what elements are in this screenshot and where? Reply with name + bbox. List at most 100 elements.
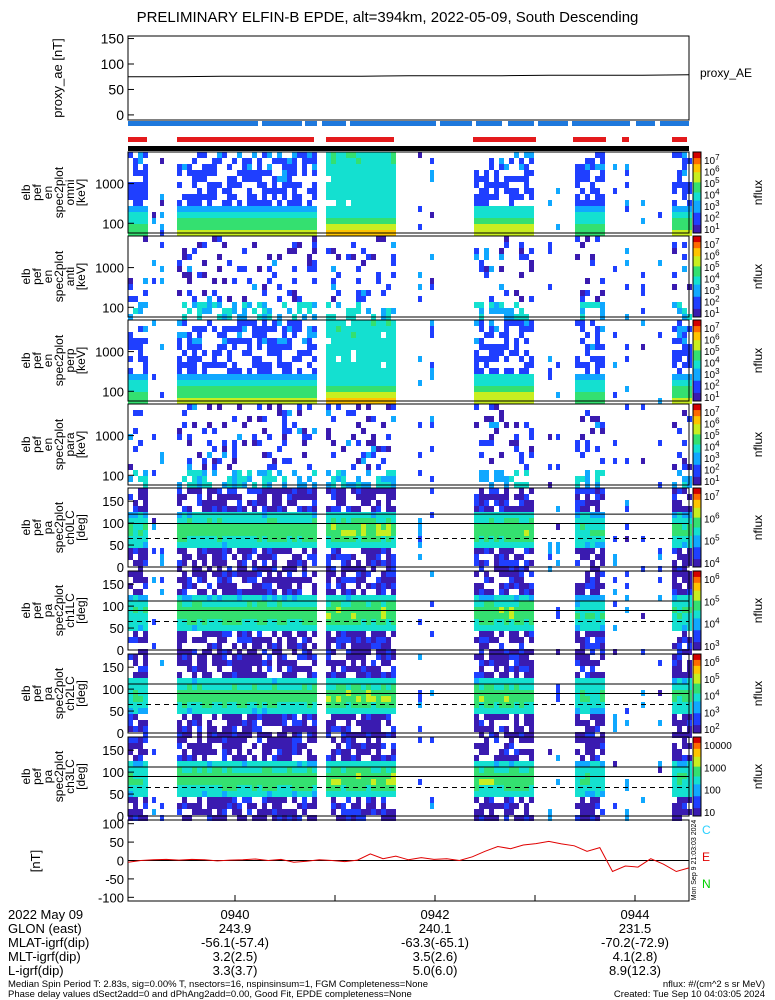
spectrogram-cell (312, 619, 317, 625)
spectrogram-cell (282, 428, 287, 434)
panel-ylabel-line: pa (41, 687, 55, 701)
spectrogram-cell (341, 368, 346, 374)
spectrogram-cell (160, 660, 164, 666)
spectrogram-cell (128, 434, 133, 440)
spectrogram-cell (222, 714, 227, 720)
panel-ylabel-line: ch1LC (63, 593, 77, 628)
spectrogram-cell (376, 506, 381, 512)
colorbar-segment (693, 252, 701, 255)
spectrogram-cell (682, 386, 687, 392)
spectrogram-cell (346, 601, 351, 607)
spectrogram-cell (499, 212, 504, 218)
spectrogram-cell (207, 374, 212, 380)
spectrogram-cell (143, 518, 148, 524)
spectrogram-cell (391, 416, 396, 422)
spectrogram-cell (595, 188, 600, 194)
spectrogram-cell (192, 248, 197, 254)
spectrogram-cell (474, 404, 479, 410)
spectrogram-cell (307, 601, 312, 607)
spectrogram-cell (479, 654, 484, 660)
spectrogram-cell (361, 637, 366, 643)
spectrogram-cell (242, 726, 247, 732)
spectrogram-cell (267, 589, 272, 595)
spectrogram-cell (222, 362, 227, 368)
spectrogram-cell (297, 631, 302, 637)
spectrogram-cell (351, 368, 356, 374)
spectrogram-cell (356, 182, 361, 188)
spectrogram-cell (237, 374, 242, 380)
spectrogram-cell (590, 684, 595, 690)
spectrogram-cell (356, 212, 361, 218)
colorbar-segment (693, 354, 701, 357)
spectrogram-cell (217, 506, 222, 512)
spectrogram-cell (197, 470, 202, 476)
spectrogram-cell (232, 714, 237, 720)
colorbar-segment (693, 503, 701, 507)
spectrogram-cell (326, 625, 331, 631)
spectrogram-cell (331, 660, 336, 666)
spectrogram-cell (272, 500, 277, 506)
spectrogram-cell (212, 182, 217, 188)
spectrogram-cell (499, 500, 504, 506)
spectrogram-cell (277, 637, 282, 643)
spectrogram-cell (227, 380, 232, 386)
spectrogram-cell (312, 560, 317, 566)
spectrogram-cell (242, 350, 247, 356)
spectrogram-cell (232, 338, 237, 344)
spectrogram-cell (152, 524, 156, 530)
spectrogram-cell (212, 714, 217, 720)
spectrogram-cell (509, 386, 514, 392)
spectrogram-cell (262, 512, 267, 518)
spectrogram-cell (182, 649, 187, 655)
spectrogram-cell (391, 601, 396, 607)
spectrogram-cell (494, 224, 499, 230)
spectrogram-cell (138, 524, 143, 530)
spectrogram-cell (595, 476, 600, 482)
spectrogram-cell (177, 619, 182, 625)
spectrogram-cell (287, 684, 292, 690)
spectrogram-cell (302, 666, 307, 672)
spectrogram-cell (277, 404, 282, 410)
spectrogram-cell (187, 684, 192, 690)
spectrogram-cell (381, 338, 386, 344)
spectrogram-cell (658, 595, 662, 601)
spectrogram-cell (580, 212, 585, 218)
spectrogram-cell (672, 720, 677, 726)
spectrogram-cell (529, 428, 534, 434)
panel-ytick-label: 100 (102, 384, 124, 399)
spectrogram-cell (277, 613, 282, 619)
spectrogram-cell (272, 714, 277, 720)
spectrogram-cell (376, 164, 381, 170)
spectrogram-cell (489, 654, 494, 660)
spectrogram-cell (430, 320, 434, 326)
spectrogram-cell (272, 344, 277, 350)
spectrogram-cell (227, 660, 232, 666)
spectrogram-cell (292, 152, 297, 158)
spectrogram-cell (202, 512, 207, 518)
colorbar-segment (693, 204, 701, 208)
colorbar-segment (693, 210, 701, 214)
spectrogram-cell (336, 637, 341, 643)
colorbar-segment (693, 294, 701, 298)
colorbar-segment (693, 428, 701, 431)
spectrogram-cell (391, 589, 396, 595)
spectrogram-cell (519, 654, 524, 660)
spectrogram-cell (336, 512, 341, 518)
spectrogram-cell (326, 678, 331, 684)
spectrogram-cell (418, 518, 422, 524)
spectrogram-cell (252, 212, 257, 218)
spectrogram-cell (197, 308, 202, 314)
spectrogram-cell (356, 637, 361, 643)
spectrogram-cell (366, 416, 371, 422)
colorbar-segment (693, 166, 701, 169)
spectrogram-cell (381, 577, 386, 583)
spectrogram-cell (386, 577, 391, 583)
spectrogram-cell (331, 158, 336, 164)
colorbar-segment (693, 206, 701, 210)
spectrogram-cell (177, 500, 182, 506)
spectrogram-cell (257, 182, 262, 188)
spectrogram-cell (262, 625, 267, 631)
spectrogram-cell (356, 152, 361, 158)
spectrogram-cell (143, 548, 148, 554)
spectrogram-cell (128, 356, 133, 362)
